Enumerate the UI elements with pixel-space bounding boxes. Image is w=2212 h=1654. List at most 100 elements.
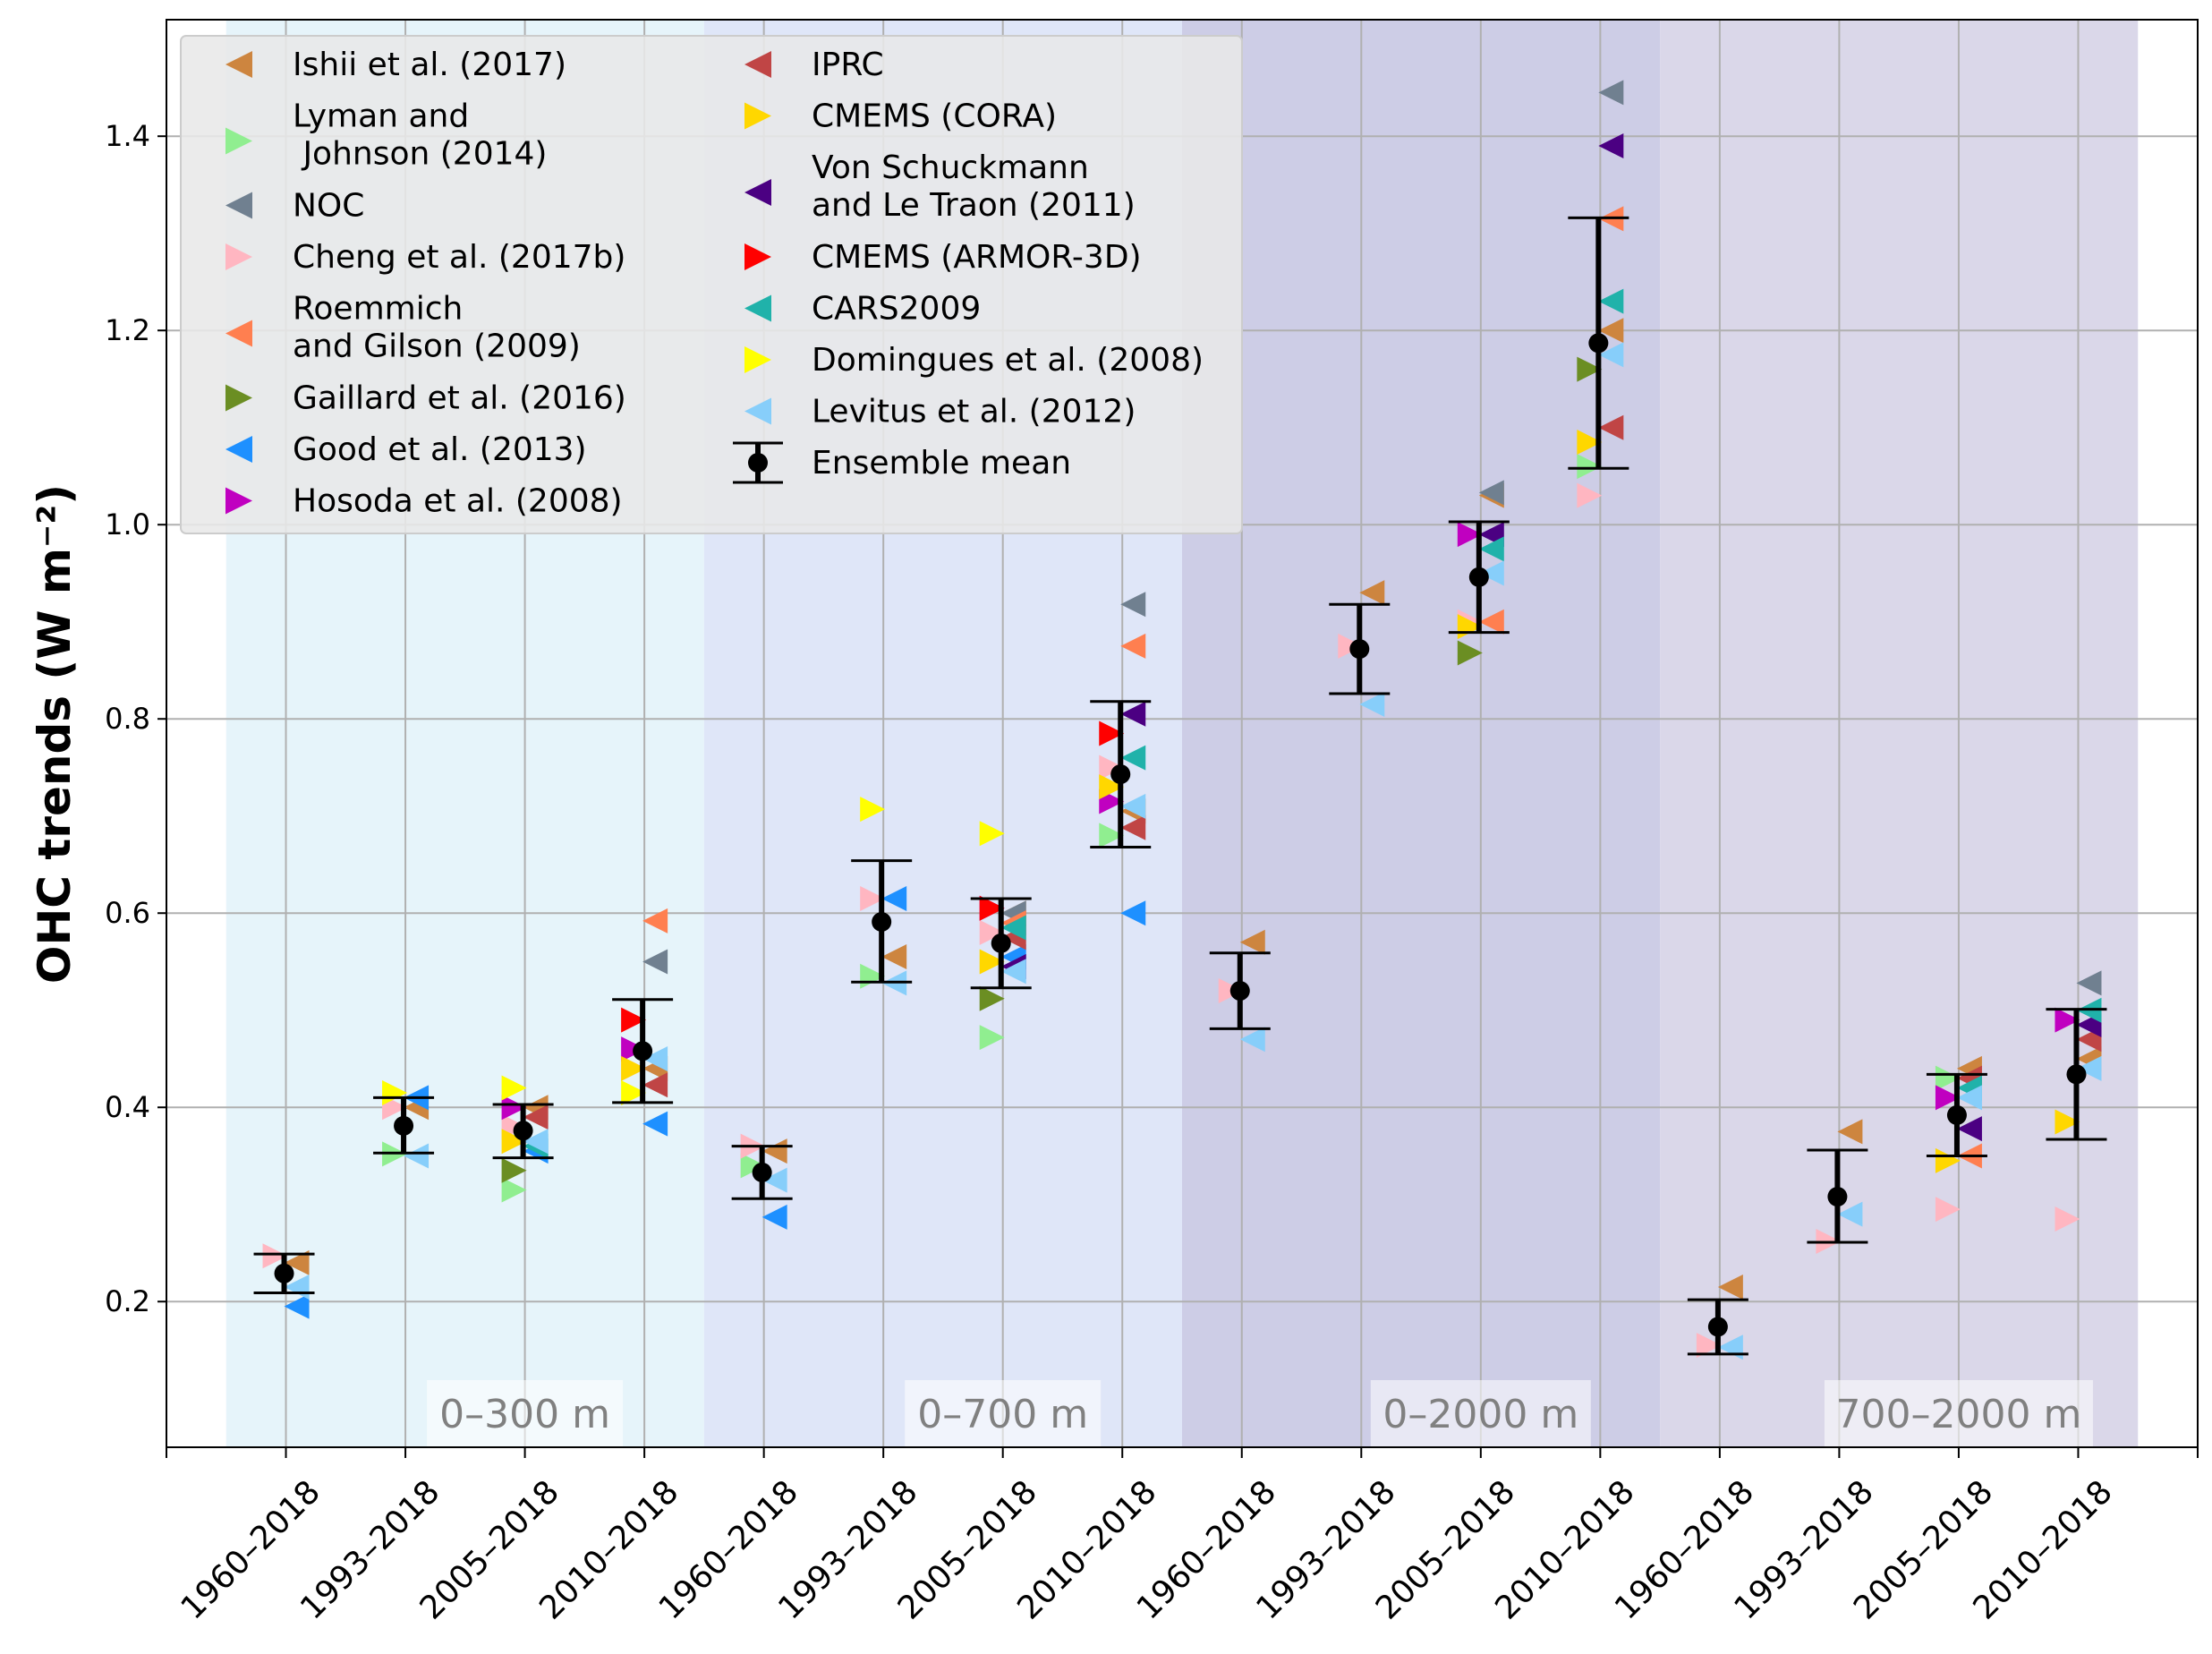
dataset-marker <box>1120 745 1146 771</box>
dataset-marker <box>1598 342 1624 368</box>
dataset-marker <box>979 985 1005 1011</box>
dataset-marker <box>761 1167 787 1193</box>
ensemble-mean-point <box>1349 639 1370 660</box>
dataset-marker <box>1120 900 1146 926</box>
dataset-marker <box>1457 640 1483 666</box>
legend-label: CMEMS (ARMOR-3D) <box>812 239 1142 276</box>
ensemble-mean-point <box>2066 1064 2087 1085</box>
dataset-marker <box>1577 356 1603 382</box>
dataset-marker <box>1120 701 1146 727</box>
region-label: 700–2000 m <box>1836 1392 2082 1437</box>
ensemble-mean-point <box>394 1115 414 1136</box>
dataset-marker <box>1598 80 1624 106</box>
dataset-marker <box>1478 480 1504 506</box>
ensemble-mean-point <box>752 1162 772 1182</box>
legend-label: Ensemble mean <box>812 445 1071 482</box>
legend-label-line: Ishii et al. (2017) <box>293 47 566 83</box>
ensemble-mean-point <box>872 911 892 932</box>
legend-label-line: CMEMS (CORA) <box>812 98 1057 135</box>
y-tick-label: 0.8 <box>105 702 150 736</box>
dataset-marker <box>979 895 1005 921</box>
dataset-marker <box>761 1204 787 1230</box>
dataset-marker <box>642 1072 668 1098</box>
dataset-marker <box>621 1055 647 1081</box>
dataset-marker <box>1935 1197 1961 1223</box>
legend-label: NOC <box>293 188 364 225</box>
legend-label-line: Gaillard et al. (2016) <box>293 380 626 417</box>
legend-label-line: CARS2009 <box>812 291 981 328</box>
legend-label-line: and Le Traon (2011) <box>812 187 1136 224</box>
y-tick-label: 1.2 <box>105 313 150 347</box>
legend-swatch <box>225 487 252 515</box>
ensemble-mean-point <box>1110 764 1131 785</box>
legend-label: Lyman and Johnson (2014) <box>293 98 547 173</box>
legend-label: CMEMS (CORA) <box>812 98 1057 135</box>
dataset-marker <box>1577 429 1603 455</box>
ensemble-mean-point <box>1827 1187 1848 1207</box>
legend-swatch <box>225 127 252 155</box>
y-axis-label: OHC trends (W m⁻²) <box>29 484 81 984</box>
plot-frame <box>166 19 2199 1448</box>
dataset-marker <box>1099 755 1125 780</box>
dataset-marker <box>979 919 1005 945</box>
ensemble-mean-point <box>1707 1317 1728 1337</box>
dataset-marker <box>1696 1333 1722 1359</box>
region-labels: 0–300 m 0–700 m 0–2000 m 700–2000 m <box>427 1380 2093 1447</box>
dataset-marker <box>621 1007 647 1033</box>
dataset-marker <box>979 821 1005 847</box>
dataset-marker <box>1717 1274 1743 1300</box>
region-background <box>1660 20 2139 1447</box>
dataset-marker <box>523 1129 549 1155</box>
dataset-marker <box>642 1111 668 1137</box>
dataset-marker <box>1359 580 1385 606</box>
region-label: 0–300 m <box>439 1392 610 1437</box>
dataset-marker <box>642 949 668 975</box>
legend-swatch <box>744 179 771 206</box>
legend-swatch <box>744 102 771 130</box>
ensemble-mean-point <box>513 1121 533 1141</box>
dataset-marker <box>1120 592 1146 618</box>
dataset-marker <box>642 1045 668 1071</box>
ensemble-mean-point <box>274 1263 294 1283</box>
y-tick-label: 0.4 <box>105 1090 150 1124</box>
dataset-marker <box>262 1243 288 1269</box>
region-label: 0–2000 m <box>1382 1392 1578 1437</box>
legend-swatch <box>744 346 771 373</box>
dataset-marker <box>1956 1085 1982 1111</box>
dataset-marker <box>501 1095 527 1121</box>
legend-box <box>180 35 1243 534</box>
dataset-marker <box>621 1079 647 1105</box>
dataset-marker <box>1598 318 1624 344</box>
region-label-box <box>427 1380 624 1447</box>
dataset-marker <box>1598 133 1624 159</box>
dataset-marker <box>1478 560 1504 586</box>
dataset-marker <box>860 797 886 823</box>
legend-label-line: Lyman and <box>293 98 469 135</box>
ensemble-mean-point <box>1229 981 1250 1002</box>
legend-label: CARS2009 <box>812 291 981 328</box>
legend-label: Good et al. (2013) <box>293 431 587 468</box>
legend-label-line: Von Schuckmann <box>812 149 1089 186</box>
dataset-marker <box>284 1293 310 1319</box>
dataset-marker <box>642 908 668 934</box>
ensemble-mean-point <box>991 933 1011 953</box>
dataset-marker <box>881 885 907 911</box>
dataset-marker <box>1000 959 1026 985</box>
dataset-marker <box>501 1075 527 1101</box>
legend-label: Von Schuckmann and Le Traon (2011) <box>812 149 1136 224</box>
legend-swatch <box>225 384 252 412</box>
dataset-marker <box>1000 915 1026 941</box>
legend-label: Hosoda et al. (2008) <box>293 483 623 520</box>
dataset-marker <box>2055 1109 2080 1135</box>
legend-swatch <box>225 243 252 270</box>
dataset-marker <box>1935 1065 1961 1091</box>
legend-label: Roemmich and Gilson (2009) <box>293 291 581 365</box>
dataset-marker <box>1120 793 1146 819</box>
ensemble-mean-point <box>1588 333 1609 354</box>
legend-label-line: Roemmich <box>293 291 463 328</box>
legend-swatch <box>744 397 771 425</box>
legend-swatch <box>225 436 252 463</box>
legend-label-line: Domingues et al. (2008) <box>812 342 1204 379</box>
legend-label: Domingues et al. (2008) <box>812 342 1204 379</box>
ensemble-mean-point <box>633 1041 653 1061</box>
